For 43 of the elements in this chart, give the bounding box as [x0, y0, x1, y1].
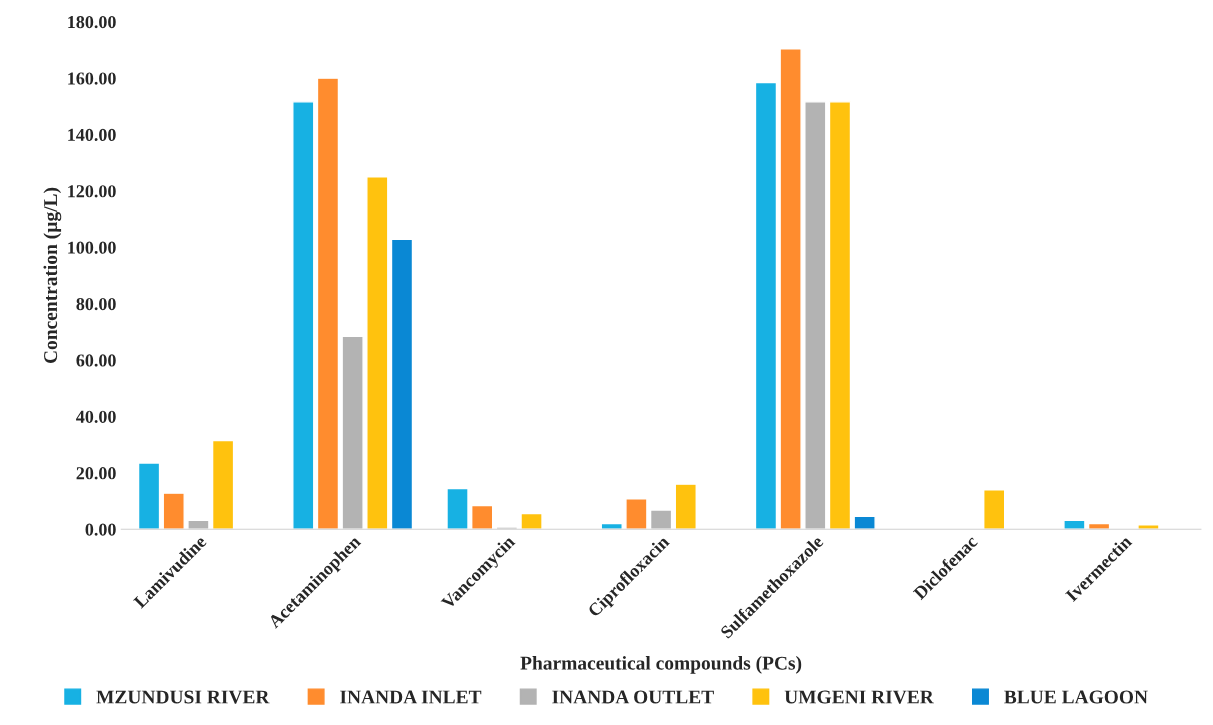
- bar: [853, 515, 876, 530]
- bar: [390, 238, 414, 530]
- bar: [366, 176, 389, 530]
- bar: [600, 522, 623, 530]
- bar: [649, 509, 673, 530]
- bar: [341, 335, 364, 530]
- bar: [471, 504, 494, 530]
- y-tick-label: 160.00: [68, 72, 116, 85]
- legend-label: BLUE LAGOON: [1004, 690, 1148, 704]
- bar: [1063, 519, 1086, 530]
- bar: [754, 81, 778, 530]
- bar: [804, 101, 827, 530]
- x-axis-title: Pharmaceutical compounds (PCs): [520, 656, 802, 674]
- bar: [674, 483, 697, 530]
- bar: [211, 439, 235, 530]
- y-tick-label: 100.00: [68, 241, 116, 254]
- bar: [520, 512, 543, 530]
- y-tick-label: 120.00: [68, 185, 116, 198]
- bar: [1087, 522, 1111, 530]
- y-tick-label: 180.00: [68, 16, 116, 29]
- bar: [162, 492, 185, 530]
- y-tick-label: 0.00: [85, 523, 116, 536]
- bar: [983, 489, 1006, 530]
- y-tick-label: 20.00: [76, 467, 116, 480]
- legend-label: INANDA OUTLET: [552, 690, 714, 704]
- y-tick-label: 80.00: [76, 297, 116, 311]
- bar: [495, 526, 519, 530]
- y-axis-title: Concentration (µg/L): [43, 187, 62, 364]
- bar: [292, 101, 315, 530]
- legend-label: MZUNDUSI RIVER: [96, 690, 270, 704]
- bar: [779, 48, 802, 530]
- y-tick-label: 60.00: [76, 354, 116, 367]
- bar: [446, 487, 469, 530]
- bar: [187, 519, 210, 530]
- y-tick-label: 140.00: [68, 128, 116, 142]
- bar: [137, 462, 161, 530]
- legend-label: UMGENI RIVER: [784, 690, 934, 704]
- legend-label: INANDA INLET: [340, 690, 482, 704]
- bar: [828, 101, 852, 530]
- y-tick-label: 40.00: [76, 410, 116, 423]
- bar: [625, 498, 648, 530]
- bar: [1137, 524, 1160, 530]
- bar: [316, 77, 340, 530]
